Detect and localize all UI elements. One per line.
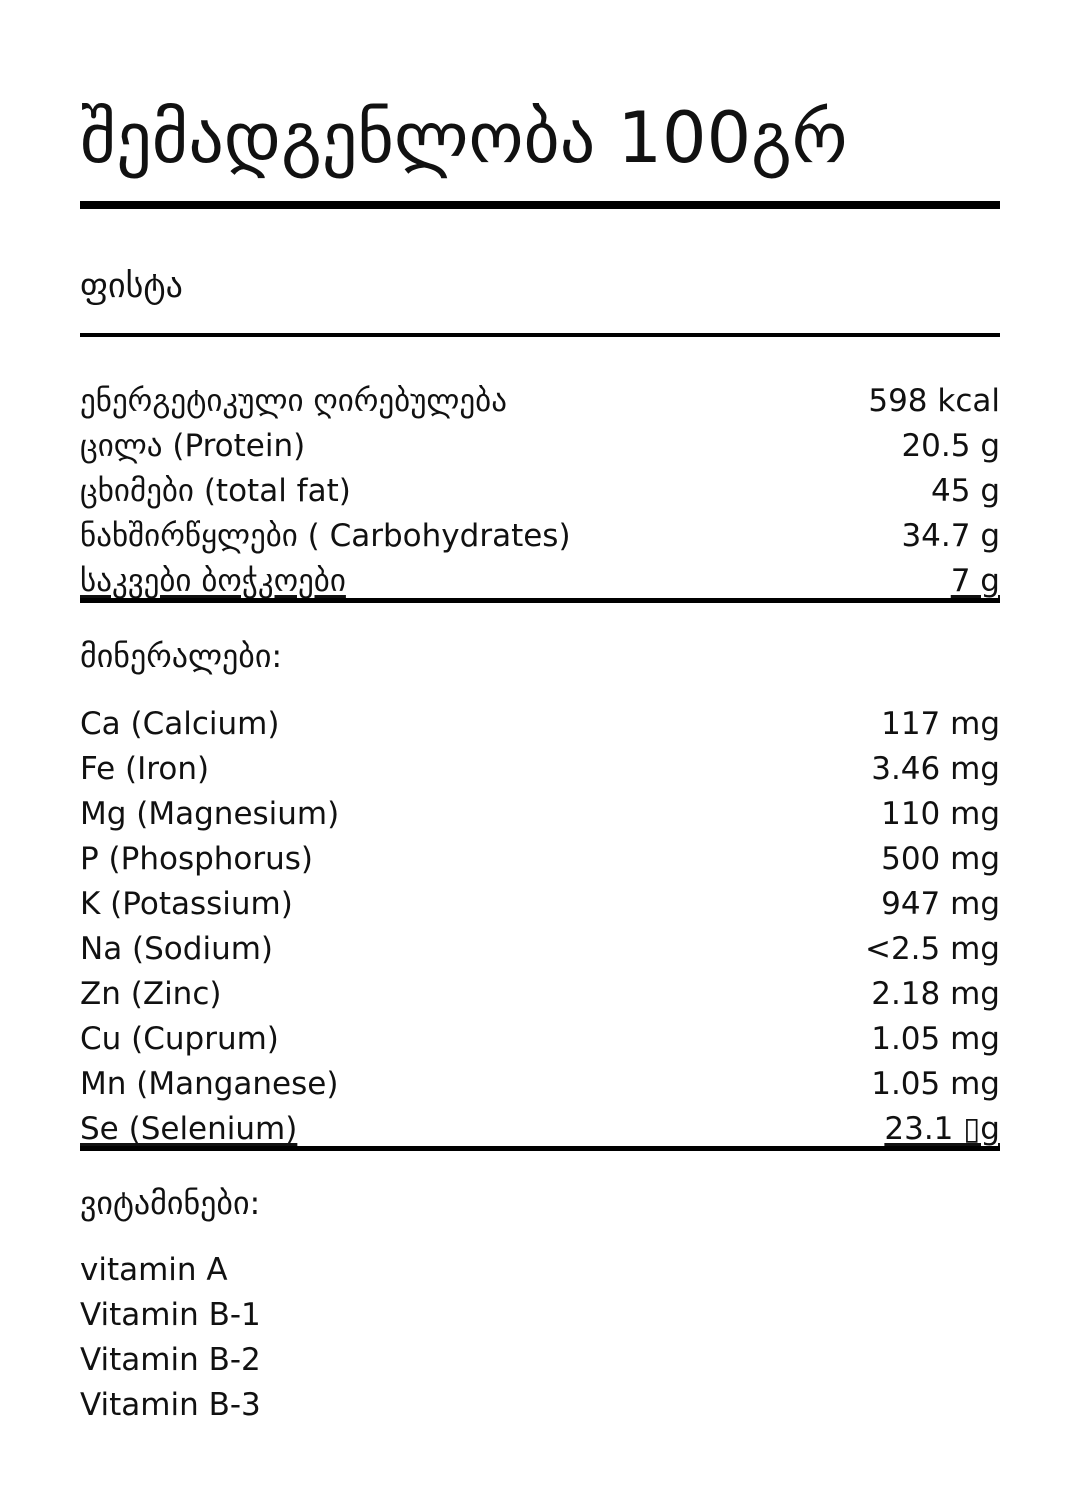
vitamin-item: Vitamin B-2 — [80, 1342, 261, 1378]
vitamins-heading: ვიტამინები: — [80, 1184, 261, 1222]
mineral-row: Zn (Zinc) 2.18 mg — [80, 972, 1000, 1017]
mineral-value: 2.18 mg — [871, 976, 1000, 1012]
product-name: ფისტა — [80, 266, 183, 306]
mineral-value: 500 mg — [881, 841, 1000, 877]
minerals-list: Ca (Calcium) 117 mg Fe (Iron) 3.46 mg Mg (… — [80, 702, 1000, 1152]
mineral-label: Na (Sodium) — [80, 931, 274, 967]
vitamins-list: vitamin A Vitamin B-1 Vitamin B-2 Vitami… — [80, 1248, 1000, 1428]
mineral-label: Se (Selenium) — [80, 1111, 298, 1147]
mineral-row: Ca (Calcium) 117 mg — [80, 702, 1000, 747]
nutrient-label: ცხიმები (total fat) — [80, 473, 351, 509]
mineral-row: Cu (Cuprum) 1.05 mg — [80, 1017, 1000, 1062]
mineral-label: Mn (Manganese) — [80, 1066, 339, 1102]
nutrient-value: 598 kcal — [868, 383, 1000, 419]
mineral-row: K (Potassium) 947 mg — [80, 882, 1000, 927]
title-divider — [80, 201, 1000, 209]
mineral-value: 117 mg — [881, 706, 1000, 742]
mineral-value: 3.46 mg — [871, 751, 1000, 787]
nutrient-label: ენერგეტიკული ღირებულება — [80, 383, 507, 419]
nutrient-value: 45 g — [931, 473, 1000, 509]
minerals-divider — [80, 1146, 1000, 1151]
product-divider — [80, 333, 1000, 337]
mineral-value: 1.05 mg — [871, 1021, 1000, 1057]
mineral-value: 1.05 mg — [871, 1066, 1000, 1102]
nutrition-row: ნახშირწყლები ( Carbohydrates) 34.7 g — [80, 514, 1000, 559]
nutrient-label: ნახშირწყლები ( Carbohydrates) — [80, 518, 571, 554]
minerals-heading: მინერალები: — [80, 637, 283, 675]
page-title: შემადგენლობა 100გრ — [80, 97, 848, 179]
mineral-value: 23.1 ▯g — [884, 1111, 1000, 1147]
vitamin-item: Vitamin B-1 — [80, 1297, 261, 1333]
mineral-value: <2.5 mg — [864, 931, 1000, 967]
mineral-row: Na (Sodium) <2.5 mg — [80, 927, 1000, 972]
mineral-label: Zn (Zinc) — [80, 976, 222, 1012]
nutrient-value: 34.7 g — [901, 518, 1000, 554]
nutrient-value: 7 g — [950, 563, 1000, 599]
mineral-row: P (Phosphorus) 500 mg — [80, 837, 1000, 882]
mineral-label: Ca (Calcium) — [80, 706, 280, 742]
nutrition-row: ენერგეტიკული ღირებულება 598 kcal — [80, 379, 1000, 424]
nutrition-row: ცილა (Protein) 20.5 g — [80, 424, 1000, 469]
nutrition-row: ცხიმები (total fat) 45 g — [80, 469, 1000, 514]
mineral-label: P (Phosphorus) — [80, 841, 314, 877]
nutrient-value: 20.5 g — [901, 428, 1000, 464]
nutrition-divider — [80, 598, 1000, 603]
mineral-value: 947 mg — [881, 886, 1000, 922]
mineral-row: Mg (Magnesium) 110 mg — [80, 792, 1000, 837]
vitamin-item: Vitamin B-3 — [80, 1387, 261, 1423]
nutrition-list: ენერგეტიკული ღირებულება 598 kcal ცილა (Pr… — [80, 379, 1000, 604]
nutrition-row: საკვები ბოჭკოები 7 g — [80, 559, 1000, 604]
mineral-row: Mn (Manganese) 1.05 mg — [80, 1062, 1000, 1107]
mineral-value: 110 mg — [881, 796, 1000, 832]
vitamin-item: vitamin A — [80, 1252, 228, 1288]
mineral-label: Mg (Magnesium) — [80, 796, 340, 832]
nutrient-label: საკვები ბოჭკოები — [80, 563, 346, 599]
mineral-label: Fe (Iron) — [80, 751, 210, 787]
mineral-label: K (Potassium) — [80, 886, 293, 922]
nutrient-label: ცილა (Protein) — [80, 428, 306, 464]
mineral-row: Fe (Iron) 3.46 mg — [80, 747, 1000, 792]
mineral-row: Se (Selenium) 23.1 ▯g — [80, 1107, 1000, 1152]
mineral-label: Cu (Cuprum) — [80, 1021, 279, 1057]
